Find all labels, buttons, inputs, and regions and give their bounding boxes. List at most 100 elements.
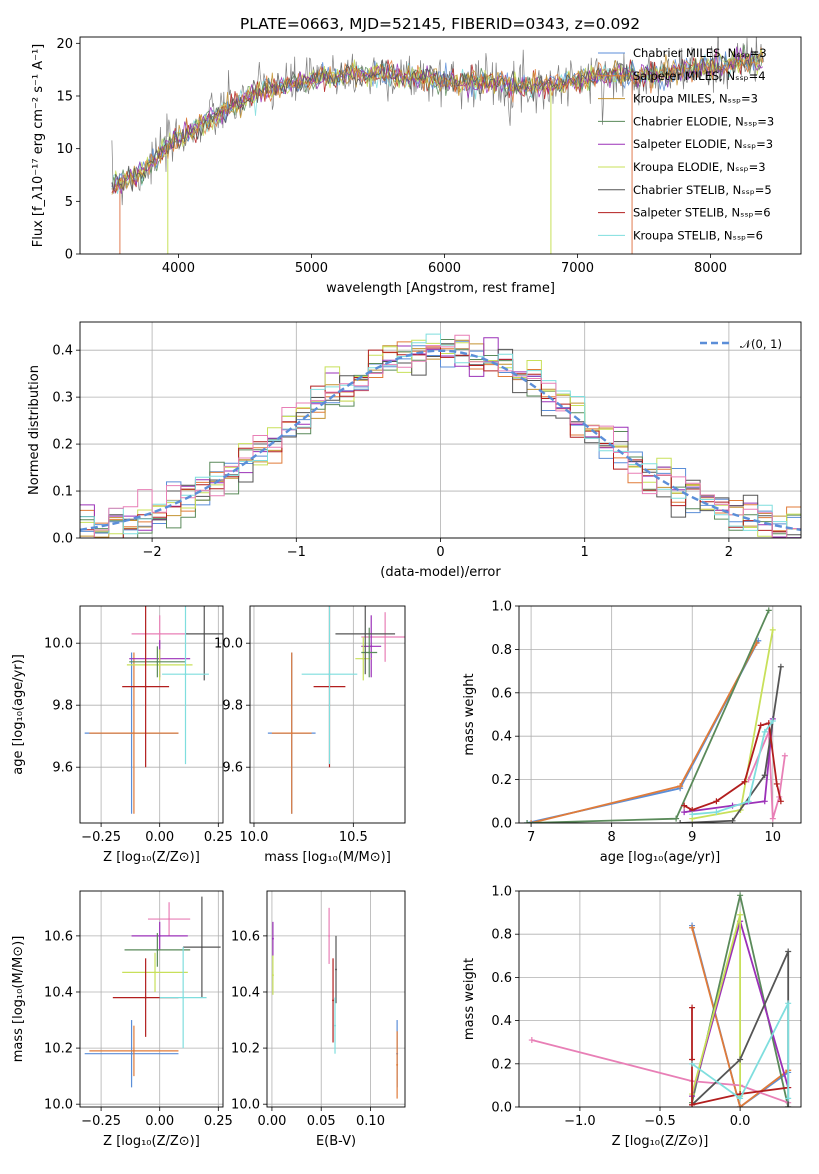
x-tick-label: −2 xyxy=(143,545,162,560)
x-axis-label: wavelength [Angstrom, rest frame] xyxy=(326,281,555,296)
data-point xyxy=(156,660,159,663)
x-tick-label: 2 xyxy=(725,545,733,560)
y-tick-label: 10.6 xyxy=(231,929,260,944)
weight-marker xyxy=(757,722,764,729)
x-tick-label: 9 xyxy=(688,830,696,845)
legend-entry: Kroupa ELODIE, Nₛₛₚ=3 xyxy=(633,160,766,174)
y-tick-label: 0.0 xyxy=(52,532,73,547)
x-tick-label: −0.25 xyxy=(81,830,121,845)
data-point xyxy=(184,673,187,676)
weight-marker xyxy=(689,811,696,818)
weight-marker xyxy=(713,809,720,816)
y-axis-label: Flux [f_λ10⁻¹⁷ erg cm⁻² s⁻¹ A⁻¹] xyxy=(31,44,46,248)
y-tick-label: 0.3 xyxy=(52,391,73,406)
plot-area-mass_vs_EBV xyxy=(271,907,399,1099)
plot-area-age_vs_Z xyxy=(84,606,223,814)
spectrum-model-line xyxy=(111,47,764,193)
y-tick-label: 10.4 xyxy=(44,985,73,1000)
panel-spectrum: 4000 5000 6000 7000 8000 0 5 10 15 20 wavelength [… xyxy=(31,36,802,296)
x-tick-label: 6000 xyxy=(428,261,461,276)
y-tick-label: 0.2 xyxy=(52,438,73,453)
weight-marker xyxy=(689,924,696,931)
weight-marker xyxy=(528,1037,535,1044)
panel-mass_vs_Z: −0.25 0.00 0.25 10.0 10.2 10.4 10.6 Z [log₁₀(Z/… xyxy=(11,890,233,1149)
y-tick-label: 10.0 xyxy=(44,637,73,652)
x-axis-label: E(B-V) xyxy=(316,1134,356,1149)
weight-line xyxy=(691,1002,790,1100)
y-tick-label: 10.6 xyxy=(44,929,73,944)
y-tick-label: 10.0 xyxy=(44,1098,73,1113)
weight-marker xyxy=(741,778,748,785)
weight-marker xyxy=(737,892,744,899)
histogram-series xyxy=(80,333,801,538)
y-tick-label: 10.0 xyxy=(231,1098,260,1113)
x-tick-label: 7000 xyxy=(561,261,594,276)
axes-frame xyxy=(79,605,224,824)
y-tick-label: 0.0 xyxy=(491,817,512,832)
x-tick-label: 0.00 xyxy=(145,1114,174,1129)
y-axis-label: mass weight xyxy=(462,958,477,1040)
x-tick-label: 0.05 xyxy=(307,1114,336,1129)
data-point xyxy=(132,732,135,735)
x-axis-label: age [log₁₀(age/yr)] xyxy=(600,850,721,865)
weight-marker xyxy=(761,772,768,779)
x-tick-label: 10.5 xyxy=(339,830,368,845)
legend-entry: Chabrier MILES, Nₛₛₚ=3 xyxy=(633,46,767,60)
data-point xyxy=(271,937,274,940)
y-tick-label: 10.2 xyxy=(44,1042,73,1057)
y-tick-label: 0.1 xyxy=(52,485,73,500)
weight-marker xyxy=(737,1095,744,1102)
weight-marker xyxy=(777,663,784,670)
legend-entry: Kroupa MILES, Nₛₛₚ=3 xyxy=(633,92,758,106)
y-tick-label: 1.0 xyxy=(491,600,512,615)
figure-title: PLATE=0663, MJD=52145, FIBERID=0343, z=0… xyxy=(240,15,640,33)
y-tick-label: 0.2 xyxy=(491,773,512,788)
data-point xyxy=(203,632,206,635)
legend-entry: Kroupa STELIB, Nₛₛₚ=6 xyxy=(633,228,763,242)
weight-marker xyxy=(681,809,688,816)
data-point xyxy=(362,657,365,660)
x-tick-label: 0.25 xyxy=(204,830,233,845)
y-tick-label: 0.4 xyxy=(491,730,512,745)
x-tick-label: 8 xyxy=(608,830,616,845)
weight-marker xyxy=(785,948,792,955)
data-point xyxy=(158,632,161,635)
y-tick-label: 9.6 xyxy=(52,761,73,776)
weight-line xyxy=(691,927,789,1107)
y-tick-label: 10 xyxy=(56,142,73,157)
data-point xyxy=(334,1024,337,1027)
y-tick-label: 15 xyxy=(56,89,73,104)
weight-marker xyxy=(785,1104,792,1107)
weight-line xyxy=(683,722,782,811)
y-tick-label: 20 xyxy=(56,37,73,52)
histogram-series xyxy=(80,340,801,532)
weight-marker xyxy=(769,815,776,822)
weight-marker xyxy=(737,1104,744,1107)
y-tick-label: 5 xyxy=(65,195,73,210)
panel-age_vs_mass: 10.0 10.5 9.6 9.8 10.0 mass [log₁₀(M/M⊙)] xyxy=(214,605,406,865)
weight-marker xyxy=(524,820,531,823)
weight-marker xyxy=(737,911,744,918)
x-tick-label: 0.10 xyxy=(356,1114,385,1129)
x-axis-label: Z [log₁₀(Z/Z⊙)] xyxy=(612,1134,709,1149)
data-point xyxy=(368,651,371,654)
y-tick-label: 0 xyxy=(65,248,73,263)
x-tick-label: 0.00 xyxy=(145,830,174,845)
weight-marker xyxy=(745,798,752,805)
x-axis-label: Z [log₁₀(Z/Z⊙)] xyxy=(103,1134,200,1149)
axes-frame xyxy=(518,605,802,824)
data-point xyxy=(200,946,203,949)
y-tick-label: 0.6 xyxy=(491,971,512,986)
legend-entry: Salpeter ELODIE, Nₛₛₚ=3 xyxy=(633,137,773,151)
data-point xyxy=(370,645,373,648)
plot-area-weight_vs_age xyxy=(524,607,788,823)
weight-marker xyxy=(528,820,535,823)
x-tick-label: 0.0 xyxy=(730,1114,751,1129)
y-tick-label: 0.8 xyxy=(491,928,512,943)
spectrum-model-line xyxy=(111,52,764,195)
plot-area-age_vs_mass xyxy=(267,606,405,814)
weight-marker xyxy=(773,780,780,787)
weight-marker xyxy=(785,1095,792,1102)
weight-marker xyxy=(673,815,680,822)
